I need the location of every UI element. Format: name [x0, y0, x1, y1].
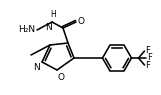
Text: N: N	[33, 63, 40, 72]
Text: O: O	[77, 17, 85, 26]
Text: O: O	[58, 72, 65, 82]
Text: F: F	[147, 53, 152, 63]
Text: F: F	[145, 46, 150, 55]
Text: H: H	[51, 10, 56, 19]
Text: F: F	[145, 61, 150, 70]
Text: N: N	[45, 23, 52, 32]
Text: H₂N: H₂N	[18, 25, 35, 34]
